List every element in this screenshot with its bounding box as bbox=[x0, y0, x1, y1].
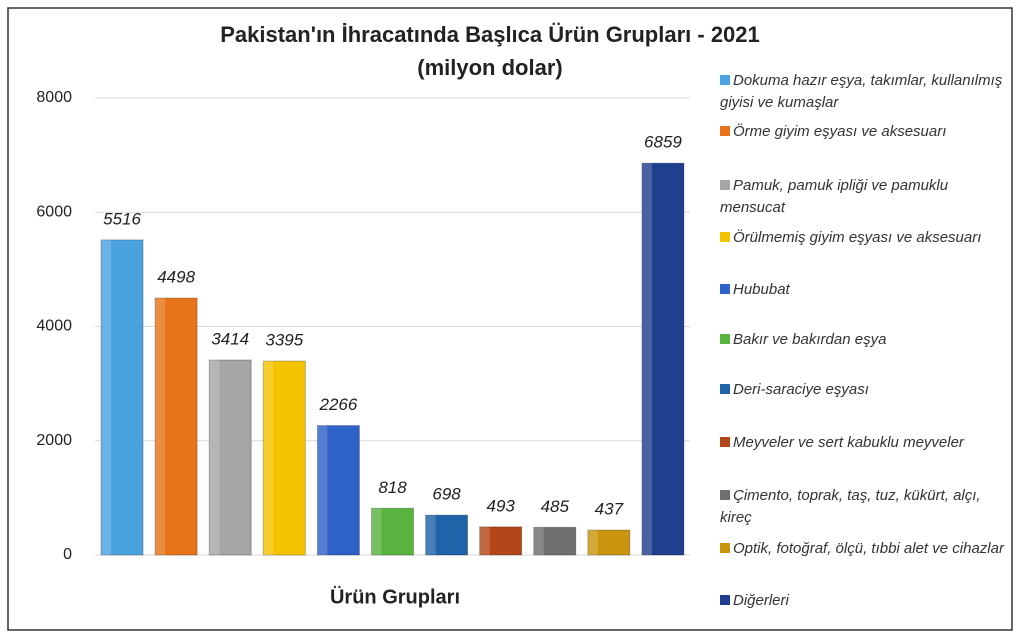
value-label: 3395 bbox=[265, 331, 303, 350]
legend-swatch bbox=[720, 180, 730, 190]
legend-swatch bbox=[720, 543, 730, 553]
legend-item: Örme giyim eşyası ve aksesuarı bbox=[720, 121, 1012, 143]
legend-item: Deri-saraciye eşyası bbox=[720, 379, 1012, 401]
bar bbox=[262, 360, 306, 556]
bar-highlight bbox=[641, 163, 652, 555]
legend-swatch bbox=[720, 232, 730, 242]
legend-swatch bbox=[720, 595, 730, 605]
bar bbox=[533, 526, 577, 556]
y-tick-label: 2000 bbox=[36, 432, 72, 449]
legend-label: Bakır ve bakırdan eşya bbox=[733, 331, 887, 348]
bar-highlight bbox=[371, 508, 382, 555]
value-label: 3414 bbox=[211, 329, 249, 348]
value-label: 5516 bbox=[103, 209, 141, 228]
y-tick-label: 8000 bbox=[36, 89, 72, 106]
value-label: 437 bbox=[595, 500, 624, 519]
bar-highlight bbox=[533, 527, 544, 555]
legend-item: Optik, fotoğraf, ölçü, tıbbi alet ve cih… bbox=[720, 538, 1012, 560]
legend-label: Deri-saraciye eşyası bbox=[733, 381, 869, 398]
bar-highlight bbox=[317, 425, 328, 555]
legend-label: Hububat bbox=[733, 281, 790, 298]
value-label: 6859 bbox=[644, 133, 682, 152]
legend-item: Diğerleri bbox=[720, 590, 1012, 612]
bar bbox=[208, 359, 252, 556]
legend-item: Örülmemiş giyim eşyası ve aksesuarı bbox=[720, 227, 1012, 249]
y-tick-label: 0 bbox=[63, 546, 72, 563]
legend-swatch bbox=[720, 284, 730, 294]
value-label: 485 bbox=[541, 497, 570, 516]
legend-item: Çimento, toprak, taş, tuz, kükürt, alçı,… bbox=[720, 485, 1012, 529]
legend-item: Hububat bbox=[720, 279, 1012, 301]
legend-label: Dokuma hazır eşya, takımlar, kullanılmış… bbox=[720, 72, 1003, 111]
bar bbox=[641, 162, 685, 556]
value-label: 818 bbox=[378, 478, 407, 497]
legend-label: Diğerleri bbox=[733, 592, 789, 609]
bar-highlight bbox=[587, 530, 598, 555]
legend-label: Meyveler ve sert kabuklu meyveler bbox=[733, 434, 964, 451]
value-label: 493 bbox=[486, 496, 515, 515]
bar-highlight bbox=[101, 239, 112, 555]
bar-highlight bbox=[155, 298, 166, 555]
legend-swatch bbox=[720, 126, 730, 136]
bar bbox=[371, 507, 414, 556]
legend-label: Örme giyim eşyası ve aksesuarı bbox=[733, 123, 947, 140]
legend-label: Çimento, toprak, taş, tuz, kükürt, alçı,… bbox=[720, 487, 981, 526]
bar bbox=[587, 529, 631, 556]
bar-highlight bbox=[479, 526, 490, 555]
bar bbox=[154, 297, 198, 556]
legend-swatch bbox=[720, 437, 730, 447]
legend-swatch bbox=[720, 334, 730, 344]
bar-highlight bbox=[209, 359, 220, 555]
y-tick-label: 6000 bbox=[36, 203, 72, 220]
legend-label: Pamuk, pamuk ipliği ve pamuklu mensucat bbox=[720, 177, 949, 216]
bar bbox=[479, 526, 523, 556]
value-label: 4498 bbox=[157, 268, 195, 287]
legend-label: Örülmemiş giyim eşyası ve aksesuarı bbox=[733, 229, 982, 246]
legend-item: Pamuk, pamuk ipliği ve pamuklu mensucat bbox=[720, 175, 1012, 219]
bar-highlight bbox=[263, 361, 274, 555]
frame bbox=[7, 7, 1013, 631]
bar bbox=[316, 425, 360, 556]
x-axis-label: Ürün Grupları bbox=[330, 585, 460, 608]
legend-item: Meyveler ve sert kabuklu meyveler bbox=[720, 432, 1012, 454]
bar-highlight bbox=[425, 515, 436, 555]
value-label: 2266 bbox=[318, 395, 357, 414]
bar bbox=[100, 239, 144, 556]
legend-item: Dokuma hazır eşya, takımlar, kullanılmış… bbox=[720, 70, 1012, 114]
legend-swatch bbox=[720, 490, 730, 500]
y-tick-label: 4000 bbox=[36, 318, 72, 335]
chart-subtitle: (milyon dolar) bbox=[417, 55, 562, 80]
value-label: 698 bbox=[432, 485, 461, 504]
legend-swatch bbox=[720, 384, 730, 394]
legend-label: Optik, fotoğraf, ölçü, tıbbi alet ve cih… bbox=[733, 540, 1004, 557]
chart-title: Pakistan'ın İhracatında Başlıca Ürün Gru… bbox=[220, 22, 760, 47]
legend-item: Bakır ve bakırdan eşya bbox=[720, 329, 1012, 351]
legend-swatch bbox=[720, 75, 730, 85]
bar bbox=[425, 514, 469, 556]
